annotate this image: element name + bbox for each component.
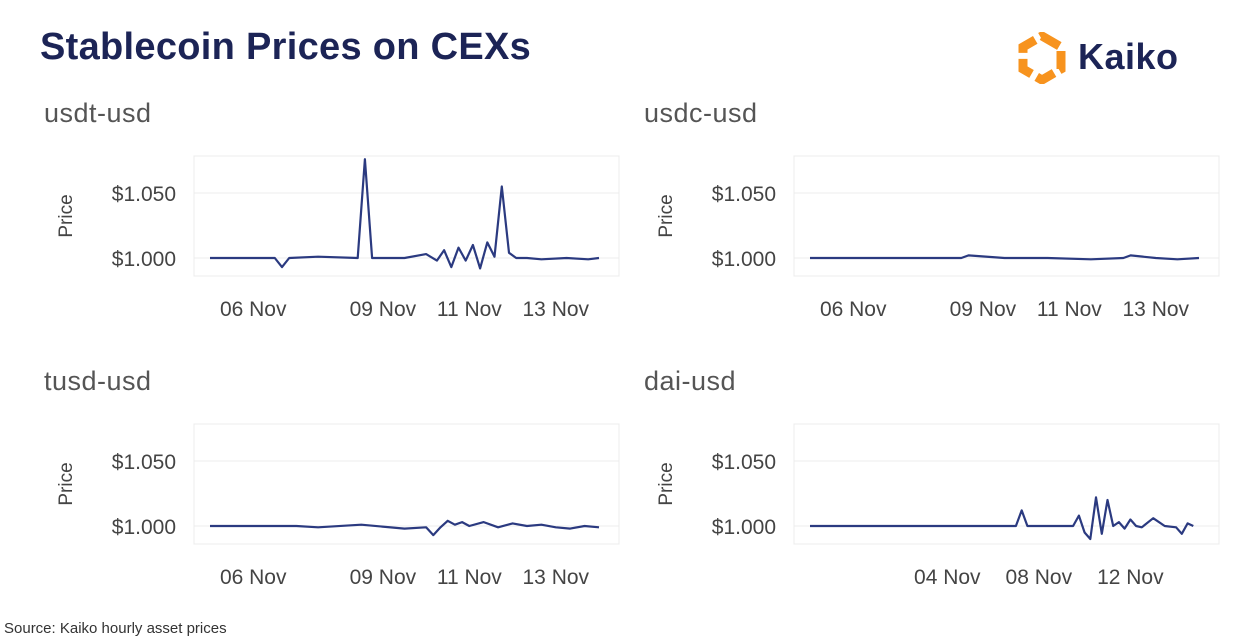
- panel-title: usdc-usd: [644, 98, 758, 128]
- y-axis-label: Price: [656, 462, 677, 505]
- x-tick-label: 09 Nov: [950, 298, 1017, 321]
- x-tick-label: 11 Nov: [437, 566, 502, 589]
- kaiko-logo-icon: [1018, 32, 1066, 84]
- x-tick-label: 11 Nov: [1037, 298, 1102, 321]
- x-tick-label: 13 Nov: [1123, 298, 1190, 321]
- x-tick-label: 08 Nov: [1006, 566, 1073, 589]
- y-axis-label: Price: [656, 194, 677, 237]
- panel-title: tusd-usd: [44, 366, 152, 396]
- y-tick-label: $1.050: [112, 451, 176, 474]
- usdt-plot: $1.000 $1.050 Price 06 Nov 09 Nov 11 Nov 13 No…: [56, 155, 620, 321]
- y-tick-label: $1.000: [712, 248, 776, 271]
- plot-area: [193, 155, 620, 277]
- source-note: Source: Kaiko hourly asset prices: [4, 620, 227, 637]
- x-tick-label: 11 Nov: [437, 298, 502, 321]
- dai-plot: $1.000 $1.050 Price 04 Nov 08 Nov 12 Nov: [656, 423, 1220, 589]
- plot-area: [193, 423, 620, 545]
- x-tick-label: 04 Nov: [914, 566, 981, 589]
- brand-name: Kaiko: [1078, 36, 1179, 77]
- y-tick-label: $1.050: [712, 451, 776, 474]
- series-line: [210, 158, 600, 270]
- x-tick-label: 09 Nov: [350, 566, 417, 589]
- series-line: [810, 254, 1200, 261]
- y-tick-label: $1.050: [112, 183, 176, 206]
- tusd-plot: $1.000 $1.050 Price 06 Nov 09 Nov 11 Nov 13 No…: [56, 423, 620, 589]
- x-tick-label: 09 Nov: [350, 298, 417, 321]
- panel-title: usdt-usd: [44, 98, 152, 128]
- usdc-panel: usdc-usd $1.000 $1.050 Price 06 Nov 09 Nov 11…: [644, 98, 1234, 338]
- y-tick-label: $1.000: [112, 248, 176, 271]
- x-tick-label: 13 Nov: [523, 298, 590, 321]
- series-line: [810, 496, 1194, 541]
- kaiko-logo: Kaiko: [1016, 30, 1206, 86]
- usdc-plot: $1.000 $1.050 Price 06 Nov 09 Nov 11 Nov 13 No…: [656, 155, 1220, 321]
- y-axis-label: Price: [56, 462, 77, 505]
- series-line: [210, 519, 600, 537]
- y-tick-label: $1.000: [712, 516, 776, 539]
- x-tick-label: 12 Nov: [1097, 566, 1164, 589]
- x-tick-label: 06 Nov: [220, 298, 287, 321]
- y-tick-label: $1.000: [112, 516, 176, 539]
- y-tick-label: $1.050: [712, 183, 776, 206]
- panel-title: dai-usd: [644, 366, 737, 396]
- plot-area: [793, 155, 1220, 277]
- x-tick-label: 06 Nov: [820, 298, 887, 321]
- chart-title: Stablecoin Prices on CEXs: [40, 26, 532, 68]
- dai-panel: dai-usd $1.000 $1.050 Price 04 Nov 08 Nov 12 …: [644, 366, 1234, 606]
- usdt-panel: usdt-usd $1.000 $1.050 Price 06 Nov 09 Nov 11…: [44, 98, 634, 338]
- y-axis-label: Price: [56, 194, 77, 237]
- x-tick-label: 13 Nov: [523, 566, 590, 589]
- plot-area: [793, 423, 1220, 545]
- tusd-panel: tusd-usd $1.000 $1.050 Price 06 Nov 09 Nov 11…: [44, 366, 634, 606]
- x-tick-label: 06 Nov: [220, 566, 287, 589]
